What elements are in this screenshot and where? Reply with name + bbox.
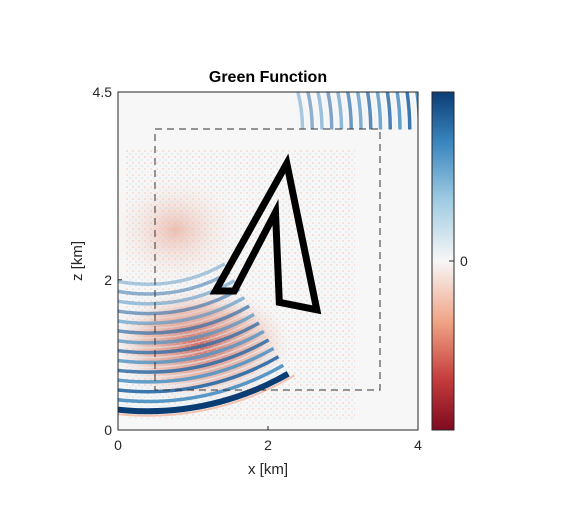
arrow-shape [209,153,322,315]
y-axis-ticks: 024.5 [93,84,122,438]
wavefront-ring [118,92,363,345]
plot-area [117,91,419,431]
wavefront-ring [118,92,383,365]
wavefront-ring [118,92,324,306]
x-tick-label: 2 [264,437,272,453]
wavefront-gap [118,92,348,329]
wavefront-ring [118,92,373,355]
wavefront-ring [118,92,418,404]
dashed-box [154,128,381,391]
y-tick-label: 2 [104,272,112,288]
y-tick-label: 4.5 [93,84,113,100]
wavefront-gap [118,92,328,310]
wavefront-gap [118,92,299,281]
wavefront-ring [118,92,402,384]
chart-title: Green Function [209,69,327,86]
x-axis-ticks: 0 2 4 [114,426,422,453]
wavefront-rings [118,92,418,417]
field-layer [118,92,418,420]
wavefront-ring [118,92,314,296]
wavefront-gap [118,92,318,300]
colorbar: 0 [431,91,468,431]
wavefront-gap [118,92,387,368]
wavefront-gap [118,92,377,359]
wavefront-ring [118,92,392,374]
wavefront-gap [118,184,418,408]
wavefront-gap [118,92,338,320]
wavefront-ring [118,92,334,316]
y-axis-label: z [km] [69,241,86,281]
wavefront-gap [118,92,416,398]
x-tick-label: 4 [414,437,422,453]
wavefront-ring [118,196,418,415]
wavefront-gap [118,92,367,349]
y-tick-label: 0 [104,422,112,438]
wavefront-ring [118,92,344,326]
x-axis-label: x [km] [248,461,288,478]
wavefront-gap [118,92,406,388]
wavefront-ring [118,92,353,335]
wavefront-gap [118,92,396,378]
wavefront-gap [118,92,357,339]
wavefront-ring [118,92,305,286]
colorbar-tick-label: 0 [460,253,468,269]
wavefront-rim [118,220,418,417]
wavefront-ring [118,92,412,394]
x-tick-label: 0 [114,437,122,453]
wavefront-gap [118,92,309,290]
